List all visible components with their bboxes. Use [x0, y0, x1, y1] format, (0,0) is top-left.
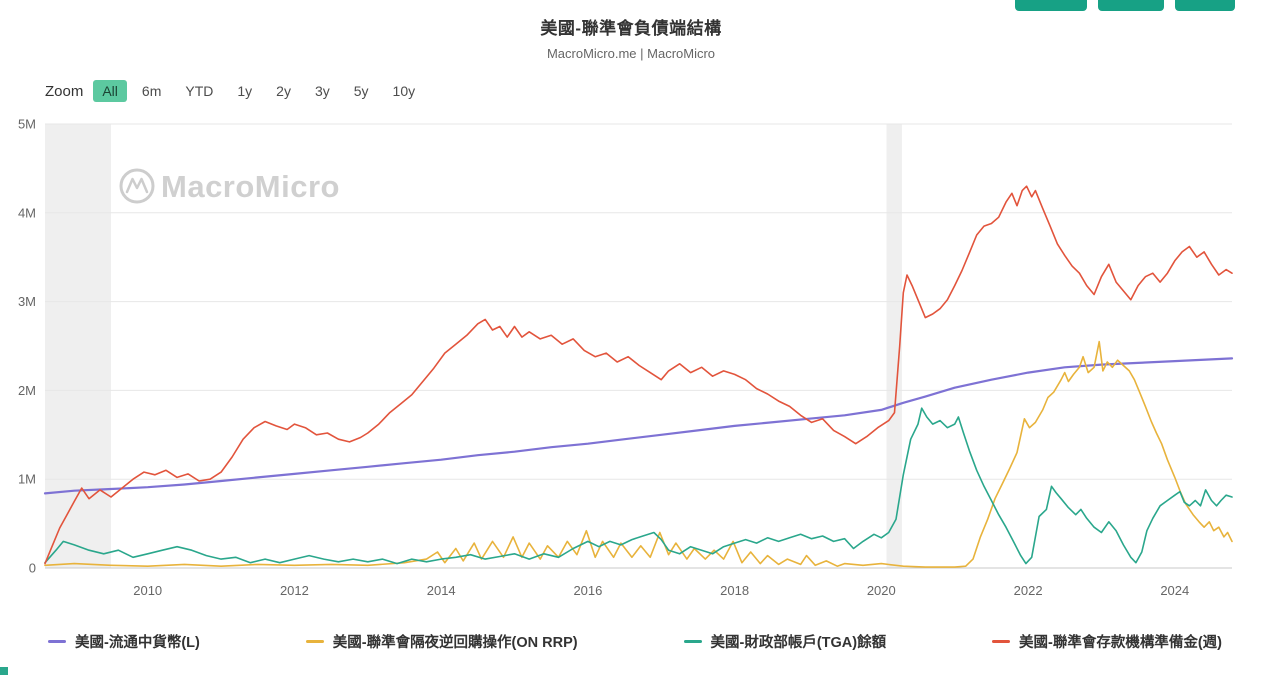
y-axis-label: 4M [18, 205, 36, 220]
legend-item-2[interactable]: 美國-財政部帳戶(TGA)餘額 [683, 631, 887, 652]
series-line-3[interactable] [44, 185, 1233, 565]
chart-subtitle: MacroMicro.me | MacroMicro [546, 46, 716, 61]
zoom-button-10y[interactable]: 10y [392, 83, 416, 99]
header-buttons [928, 0, 1235, 11]
y-axis-label: 2M [18, 383, 36, 398]
x-axis-label: 2018 [720, 583, 749, 598]
recession-band-0 [45, 124, 111, 568]
zoom-button-5y[interactable]: 5y [353, 83, 369, 99]
series-line-1[interactable] [44, 340, 1233, 568]
legend-label: 美國-流通中貨幣(L) [75, 635, 200, 651]
x-axis-label: 2024 [1160, 583, 1189, 598]
legend-item-3[interactable]: 美國-聯準會存款機構準備金(週) [992, 631, 1222, 652]
legend: 美國-流通中貨幣(L) 美國-聯準會隔夜逆回購操作(ON RRP) 美國-財政部帳戶… [48, 631, 1222, 652]
y-axis-label: 5M [18, 117, 36, 132]
header-green-button-3[interactable] [1175, 0, 1235, 11]
series-line-0[interactable] [43, 357, 1234, 495]
legend-marker [305, 640, 324, 643]
legend-label: 美國-聯準會隔夜逆回購操作(ON RRP) [332, 635, 578, 651]
series-line-2[interactable] [44, 407, 1233, 565]
svg-text:MacroMicro: MacroMicro [161, 169, 340, 204]
zoom-button-1y[interactable]: 1y [237, 83, 253, 99]
recession-band-1 [886, 124, 902, 568]
zoom-label: Zoom [45, 82, 84, 100]
header-green-button-2[interactable] [1098, 0, 1164, 11]
x-axis-label: 2012 [280, 583, 309, 598]
x-axis-label: 2010 [133, 583, 162, 598]
legend-marker [992, 640, 1010, 643]
zoom-button-6m[interactable]: 6m [141, 83, 162, 99]
zoom-toolbar: Zoom All 6m YTD 1y 2y 3y 5y 10y [45, 80, 424, 102]
x-axis-label: 2014 [427, 583, 456, 598]
chart-title: 美國-聯準會負債端結構 [540, 19, 722, 38]
legend-item-1[interactable]: 美國-聯準會隔夜逆回購操作(ON RRP) [305, 631, 578, 652]
y-axis-label: 3M [18, 294, 36, 309]
x-axis-label: 2020 [867, 583, 896, 598]
legend-label: 美國-財政部帳戶(TGA)餘額 [710, 635, 887, 651]
header-outline-button[interactable] [928, 0, 1004, 11]
zoom-button-ytd[interactable]: YTD [185, 83, 214, 99]
zoom-button-all[interactable]: All [93, 80, 127, 102]
legend-item-0[interactable]: 美國-流通中貨幣(L) [48, 631, 200, 652]
x-axis-label: 2016 [573, 583, 602, 598]
zoom-options: All 6m YTD 1y 2y 3y 5y 10y [93, 80, 424, 102]
corner-accent [0, 667, 8, 675]
header-green-button-1[interactable] [1015, 0, 1087, 11]
x-axis-label: 2022 [1014, 583, 1043, 598]
legend-label: 美國-聯準會存款機構準備金(週) [1019, 635, 1222, 651]
zoom-button-3y[interactable]: 3y [314, 83, 330, 99]
y-axis-label: 0 [29, 561, 36, 576]
y-axis-label: 1M [18, 472, 36, 487]
macromicro-watermark-logo: MacroMicro [119, 168, 340, 204]
legend-marker [683, 640, 702, 643]
zoom-button-2y[interactable]: 2y [276, 83, 291, 99]
legend-marker [48, 640, 66, 643]
